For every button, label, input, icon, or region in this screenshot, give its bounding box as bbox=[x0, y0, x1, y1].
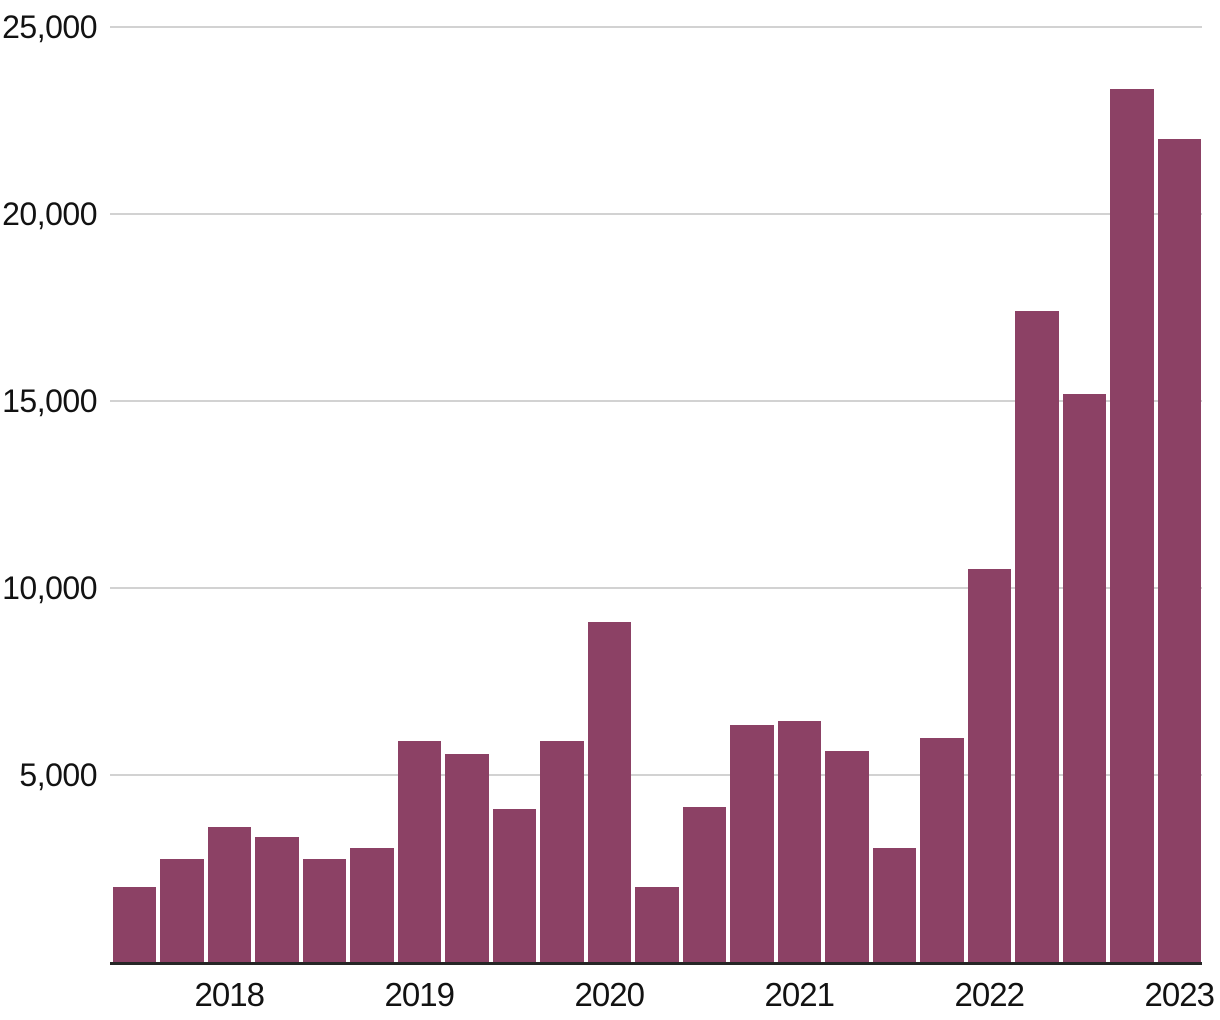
y-axis-tick-label: 5,000 bbox=[19, 757, 97, 793]
bar-2018-q1 bbox=[207, 827, 251, 962]
bar-2020-q1 bbox=[587, 621, 631, 962]
bar-2019-q1 bbox=[397, 741, 441, 962]
bar-2019-q2 bbox=[445, 754, 489, 962]
gridline-5000 bbox=[110, 774, 1202, 776]
bar-2018-q3 bbox=[302, 859, 346, 962]
y-axis-tick-label: 20,000 bbox=[2, 196, 97, 232]
bar-2022-q4 bbox=[1110, 88, 1154, 962]
bar-2019-q3 bbox=[492, 808, 536, 962]
gridline-15000 bbox=[110, 400, 1202, 402]
y-axis-tick-label: 15,000 bbox=[2, 383, 97, 419]
x-axis-tick-label-2022: 2022 bbox=[954, 976, 1025, 1013]
x-axis-tick-label-2018: 2018 bbox=[194, 976, 265, 1013]
bar-2023-q1 bbox=[1157, 139, 1201, 962]
bar-2021-q2 bbox=[825, 750, 869, 962]
x-axis-tick-label-2023: 2023 bbox=[1144, 976, 1215, 1013]
bar-2018-q4 bbox=[350, 847, 394, 962]
bar-2020-q4 bbox=[730, 724, 774, 962]
bar-2020-q3 bbox=[682, 806, 726, 962]
gridline-25000 bbox=[110, 26, 1202, 28]
bar-2021-q4 bbox=[920, 737, 964, 962]
bar-2022-q3 bbox=[1062, 393, 1106, 962]
bar-2021-q3 bbox=[872, 847, 916, 962]
bar-2022-q2 bbox=[1015, 311, 1059, 962]
x-axis-line bbox=[110, 962, 1202, 965]
x-axis-tick-label-2021: 2021 bbox=[764, 976, 835, 1013]
bar-2020-q2 bbox=[635, 887, 679, 962]
bar-2019-q4 bbox=[540, 741, 584, 962]
y-axis-tick-label: 10,000 bbox=[2, 570, 97, 606]
bar-2018-q2 bbox=[255, 836, 299, 962]
bar-2017-q3 bbox=[112, 887, 156, 962]
bar-2022-q1 bbox=[967, 569, 1011, 962]
bar-2017-q4 bbox=[160, 859, 204, 962]
bar-2021-q1 bbox=[777, 720, 821, 962]
x-axis-tick-label-2020: 2020 bbox=[574, 976, 645, 1013]
gridline-20000 bbox=[110, 213, 1202, 215]
x-axis-tick-label-2019: 2019 bbox=[384, 976, 455, 1013]
y-axis-tick-label: 25,000 bbox=[2, 9, 97, 45]
gridline-10000 bbox=[110, 587, 1202, 589]
